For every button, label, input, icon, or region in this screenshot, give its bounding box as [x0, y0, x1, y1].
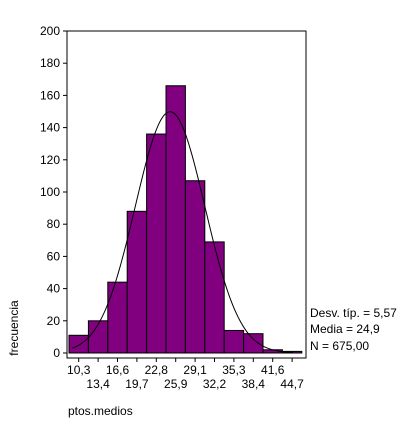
- y-tick-label: 80: [47, 217, 61, 231]
- x-tick-label: 25,9: [164, 377, 188, 391]
- x-axis: 10,313,416,619,722,825,929,132,235,338,4…: [67, 358, 304, 391]
- x-tick-label: 16,6: [106, 363, 130, 377]
- y-tick-label: 200: [40, 24, 60, 38]
- normal-curve: [72, 111, 294, 354]
- histogram-bar: [87, 320, 109, 354]
- histogram-bar: [243, 333, 264, 354]
- x-axis-label: ptos.medios: [68, 404, 133, 418]
- histogram-bar: [223, 329, 245, 354]
- histogram-bar: [146, 133, 167, 354]
- stats-n: N = 675,00: [310, 339, 369, 353]
- x-tick-label: 19,7: [125, 377, 149, 391]
- y-axis: 0 20 40 60 80 100 120 140 160 180 200: [40, 24, 67, 360]
- y-tick-label: 120: [40, 153, 60, 167]
- y-tick-label: 160: [40, 88, 60, 102]
- y-axis-label: frecuencia: [7, 300, 21, 356]
- x-tick-label: 22,8: [145, 363, 169, 377]
- x-tick-label: 35,3: [222, 363, 246, 377]
- y-tick-label: 100: [40, 185, 60, 199]
- stats-mean: Media = 24,9: [310, 322, 380, 336]
- y-tick-label: 0: [53, 346, 60, 360]
- histogram-bar: [126, 210, 148, 354]
- y-tick-label: 180: [40, 56, 60, 70]
- histogram-bar: [184, 180, 206, 354]
- y-tick-label: 20: [47, 314, 61, 328]
- histogram-bar: [204, 241, 225, 354]
- stats-sd: Desv. típ. = 5,57: [310, 306, 397, 320]
- x-tick-label: 38,4: [242, 377, 266, 391]
- histogram-bar: [107, 281, 128, 354]
- x-tick-label: 29,1: [183, 363, 207, 377]
- x-tick-label: 13,4: [86, 377, 110, 391]
- histogram-bar: [68, 334, 89, 354]
- bars-group: [68, 85, 303, 354]
- x-tick-label: 10,3: [67, 363, 91, 377]
- x-tick-label: 32,2: [203, 377, 227, 391]
- y-tick-label: 40: [47, 282, 61, 296]
- x-tick-label: 44,7: [280, 377, 304, 391]
- x-tick-label: 41,6: [261, 363, 285, 377]
- y-tick-label: 60: [47, 249, 61, 263]
- y-tick-label: 140: [40, 121, 60, 135]
